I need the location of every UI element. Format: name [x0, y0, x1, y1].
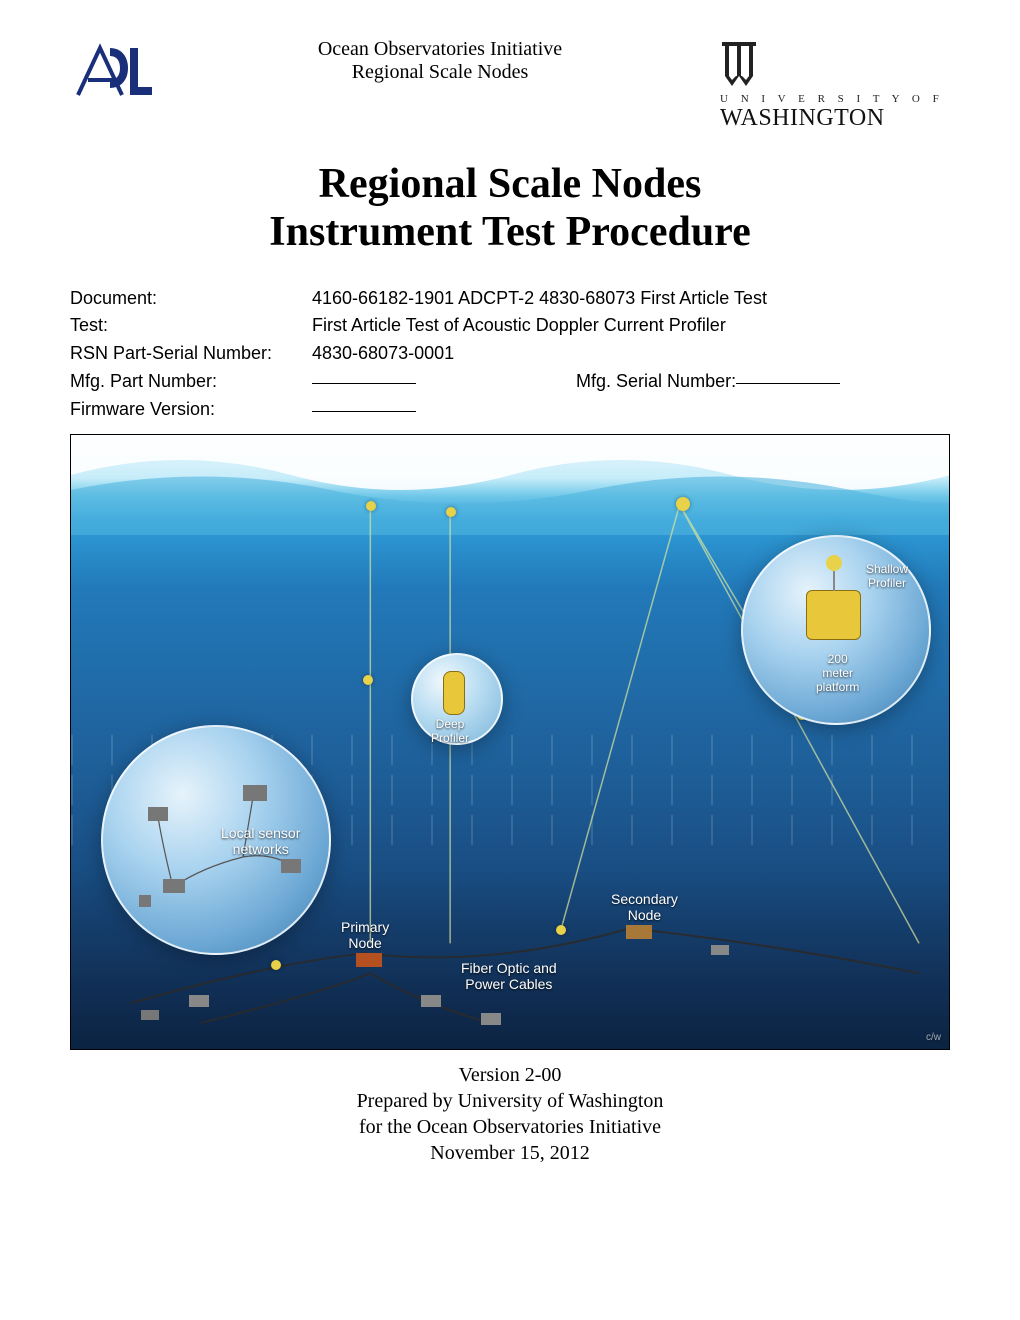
seabed-device-icon [481, 1013, 501, 1025]
buoy-icon [676, 497, 690, 511]
meta-mfgserial-label: Mfg. Serial Number: [576, 371, 736, 391]
ocean-diagram: Local sensor networks Deep Profiler Shal… [70, 434, 950, 1050]
local-sensor-label: Local sensor networks [221, 825, 300, 857]
shallow-profiler-buoy-icon [826, 555, 842, 571]
meta-mfgpart-label: Mfg. Part Number: [70, 368, 312, 396]
buoy-icon [271, 960, 281, 970]
meta-document-label: Document: [70, 285, 312, 313]
uw-text-bottom: WASHINGTON [720, 105, 944, 132]
seabed-device-icon [189, 995, 209, 1007]
secondary-node-icon [626, 925, 652, 939]
buoy-icon [556, 925, 566, 935]
meta-block: Document: 4160-66182-1901 ADCPT-2 4830-6… [70, 285, 950, 424]
footer-block: Version 2-00 Prepared by University of W… [70, 1062, 950, 1166]
meta-fw-value [312, 396, 950, 424]
buoy-icon [366, 501, 376, 511]
footer-date: November 15, 2012 [70, 1140, 950, 1166]
uw-logo: U N I V E R S I T Y O F WASHINGTON [720, 40, 950, 95]
deep-profiler-label: Deep Profiler [431, 718, 469, 746]
footer-for: for the Ocean Observatories Initiative [70, 1114, 950, 1140]
shallow-profiler-device-icon [806, 590, 861, 640]
title-line2: Instrument Test Procedure [269, 209, 750, 255]
secondary-node-label: Secondary Node [611, 891, 678, 923]
meta-fw-label: Firmware Version: [70, 396, 312, 424]
buoy-icon [446, 507, 456, 517]
footer-version: Version 2-00 [70, 1062, 950, 1088]
apl-logo [70, 40, 160, 110]
shallow-profiler-sub: 200 meter platform [816, 653, 859, 694]
meta-document-value: 4160-66182-1901 ADCPT-2 4830-68073 First… [312, 285, 950, 313]
buoy-icon [363, 675, 373, 685]
primary-node-label: Primary Node [341, 919, 389, 951]
meta-test-value: First Article Test of Acoustic Doppler C… [312, 312, 950, 340]
title-block: Regional Scale Nodes Instrument Test Pro… [70, 160, 950, 257]
header-line2: Regional Scale Nodes [160, 61, 720, 84]
diagram-credit: c/w [926, 1032, 941, 1044]
seabed-device-icon [711, 945, 729, 955]
deep-profiler-device-icon [443, 671, 465, 715]
seabed-device-icon [421, 995, 441, 1007]
fiber-cable-label: Fiber Optic and Power Cables [461, 960, 557, 992]
seabed-device-icon [141, 1010, 159, 1020]
meta-mfgpart-value: Mfg. Serial Number: [312, 368, 950, 396]
meta-test-label: Test: [70, 312, 312, 340]
shallow-profiler-line-icon [833, 571, 835, 591]
page-header: Ocean Observatories Initiative Regional … [70, 40, 950, 110]
uw-text-top: U N I V E R S I T Y O F [720, 93, 944, 105]
header-center: Ocean Observatories Initiative Regional … [160, 38, 720, 84]
footer-prepared: Prepared by University of Washington [70, 1088, 950, 1114]
title-line1: Regional Scale Nodes [319, 161, 702, 207]
primary-node-icon [356, 953, 382, 967]
meta-rsn-label: RSN Part-Serial Number: [70, 340, 312, 368]
header-line1: Ocean Observatories Initiative [160, 38, 720, 61]
meta-rsn-value: 4830-68073-0001 [312, 340, 950, 368]
shallow-profiler-title: Shallow Profiler [866, 563, 908, 591]
